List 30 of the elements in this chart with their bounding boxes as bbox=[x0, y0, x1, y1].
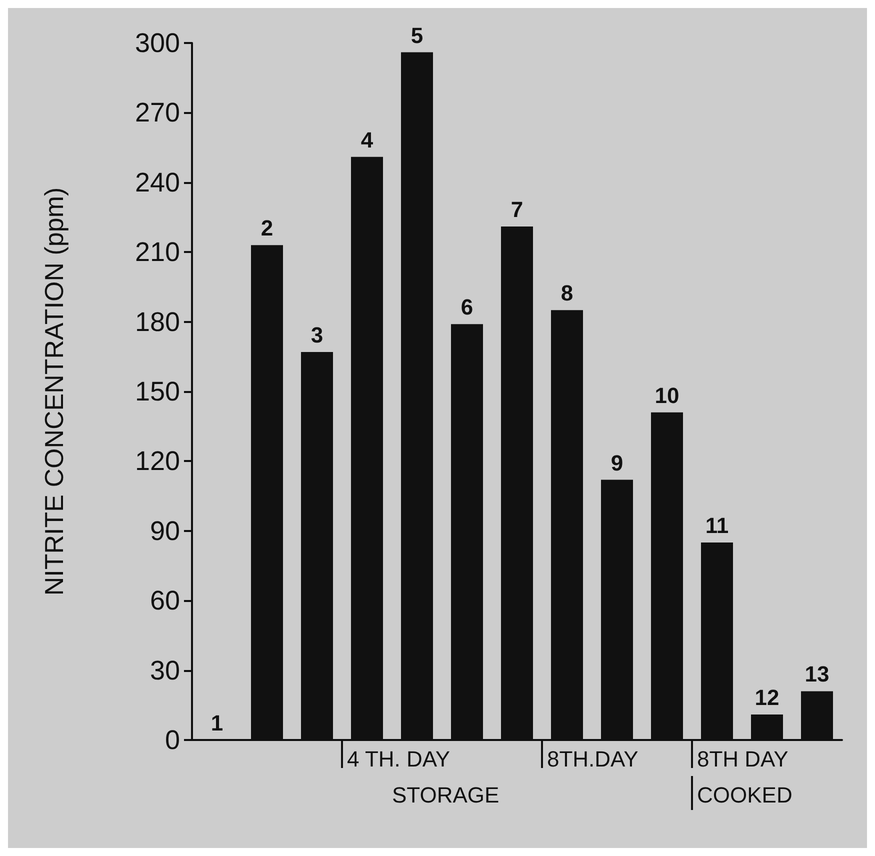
x-tick-label: 9 bbox=[610, 450, 624, 476]
x-tick-label: 6 bbox=[460, 294, 474, 320]
x-tick-label: 4 bbox=[360, 127, 374, 152]
y-axis-title: NITRITE CONCENTRATION (ppm) bbox=[39, 187, 69, 596]
x-tick-label: 12 bbox=[754, 684, 780, 710]
y-tick-label: 210 bbox=[134, 237, 180, 268]
text: COOKED bbox=[697, 782, 792, 808]
y-tick-label: 0 bbox=[164, 725, 180, 755]
x-tick-label: 10 bbox=[654, 382, 680, 408]
x-tick-label: 5 bbox=[410, 22, 424, 48]
x-tick-label: 2 bbox=[260, 216, 274, 241]
y-tick-label: 150 bbox=[134, 376, 180, 406]
text: 8TH.DAY bbox=[547, 746, 639, 772]
x-tick-label: 11 bbox=[705, 513, 729, 538]
y-tick-label: 270 bbox=[134, 98, 180, 128]
y-tick-label: 30 bbox=[150, 655, 180, 686]
x-tick-label: 13 bbox=[804, 662, 830, 687]
x-tick-label: 8 bbox=[560, 280, 574, 306]
y-tick-label: 60 bbox=[150, 586, 180, 616]
x-tick-label: 1 bbox=[210, 710, 224, 736]
y-tick-label: 300 bbox=[134, 28, 180, 58]
y-tick-label: 120 bbox=[134, 446, 180, 476]
text: STORAGE bbox=[392, 782, 500, 808]
text: 4 TH. DAY bbox=[347, 746, 450, 772]
x-tick-label: 3 bbox=[310, 322, 324, 348]
text: 8TH DAY bbox=[697, 746, 789, 772]
y-tick-label: 90 bbox=[150, 516, 180, 546]
x-tick-label: 7 bbox=[510, 197, 524, 222]
y-tick-label: 240 bbox=[134, 167, 180, 198]
y-tick-label: 180 bbox=[134, 306, 180, 337]
